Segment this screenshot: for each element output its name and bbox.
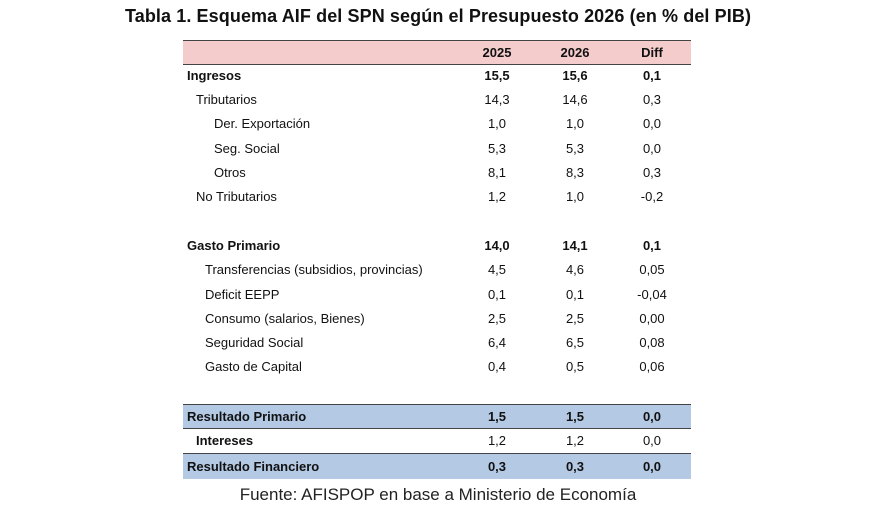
cell-2025: 2,5 [487,311,507,326]
cell-diff: 0,1 [642,238,662,253]
cell-2025: 1,5 [487,409,507,424]
row-deficit-eepp: Deficit EEPP 0,1 0,1 -0,04 [183,283,691,307]
cell-diff: -0,04 [637,287,667,302]
row-gasto-primario: Gasto Primario 14,0 14,1 0,1 [183,234,691,258]
cell-2026: 5,3 [565,141,585,156]
row-gasto-capital: Gasto de Capital 0,4 0,5 0,06 [183,355,691,379]
cell-2026: 14,1 [562,238,588,253]
row-label: Der. Exportación [214,116,311,131]
row-resultado-primario: Resultado Primario 1,5 1,5 0,0 [183,404,691,429]
cell-2026: 15,6 [562,68,588,83]
source-note: Fuente: AFISPOP en base a Ministerio de … [239,485,637,504]
cell-2025: 4,5 [487,262,507,277]
cell-2026: 4,6 [565,262,585,277]
row-resultado-financiero: Resultado Financiero 0,3 0,3 0,0 [183,453,691,479]
cell-2025: 1,0 [487,116,507,131]
cell-diff: 0,0 [642,141,662,156]
cell-2026: 1,5 [565,409,585,424]
col-header-diff: Diff [641,45,663,60]
cell-2026: 1,0 [565,116,585,131]
row-consumo: Consumo (salarios, Bienes) 2,5 2,5 0,00 [183,307,691,331]
row-label: Deficit EEPP [205,287,280,302]
row-label: Seguridad Social [205,335,304,350]
row-tributarios: Tributarios 14,3 14,6 0,3 [183,88,691,112]
row-label: Seg. Social [214,141,280,156]
cell-2026: 1,2 [565,433,585,448]
row-otros: Otros 8,1 8,3 0,3 [183,161,691,185]
table-header-row: 2025 2026 Diff [183,40,691,65]
row-label: Consumo (salarios, Bienes) [205,311,365,326]
row-seguridad-social: Seguridad Social 6,4 6,5 0,08 [183,331,691,355]
cell-2025: 8,1 [487,165,507,180]
cell-2025: 0,3 [487,459,507,474]
row-ingresos: Ingresos 15,5 15,6 0,1 [183,64,691,88]
row-label: Gasto de Capital [205,359,302,374]
row-label: Resultado Primario [187,409,307,424]
cell-2026: 2,5 [565,311,585,326]
row-label: Transferencias (subsidios, provincias) [205,262,423,277]
cell-2026: 6,5 [565,335,585,350]
row-label: No Tributarios [196,189,277,204]
cell-2025: 0,4 [487,359,507,374]
cell-2025: 14,0 [484,238,510,253]
cell-diff: 0,0 [642,433,662,448]
row-label: Ingresos [187,68,242,83]
row-der-exportacion: Der. Exportación 1,0 1,0 0,0 [183,112,691,136]
cell-2026: 8,3 [565,165,585,180]
row-label: Tributarios [196,92,257,107]
cell-2026: 14,6 [562,92,588,107]
cell-diff: 0,0 [642,116,662,131]
row-label: Intereses [196,433,254,448]
row-label: Resultado Financiero [187,459,320,474]
cell-diff: 0,08 [639,335,665,350]
row-label: Otros [214,165,246,180]
row-seg-social: Seg. Social 5,3 5,3 0,0 [183,137,691,161]
cell-2025: 0,1 [487,287,507,302]
row-no-tributarios: No Tributarios 1,2 1,0 -0,2 [183,185,691,209]
cell-diff: 0,3 [642,92,662,107]
cell-2025: 15,5 [484,68,510,83]
cell-diff: 0,3 [642,165,662,180]
table-title: Tabla 1. Esquema AIF del SPN según el Pr… [124,6,752,26]
cell-2025: 14,3 [484,92,510,107]
cell-diff: 0,06 [639,359,665,374]
col-header-2025: 2025 [482,45,512,60]
cell-2026: 1,0 [565,189,585,204]
col-header-2026: 2026 [560,45,590,60]
cell-2025: 1,2 [487,433,507,448]
cell-2026: 0,5 [565,359,585,374]
cell-2026: 0,1 [565,287,585,302]
cell-2025: 1,2 [487,189,507,204]
row-transferencias: Transferencias (subsidios, provincias) 4… [183,258,691,282]
cell-2026: 0,3 [565,459,585,474]
cell-diff: 0,0 [642,459,662,474]
cell-diff: 0,1 [642,68,662,83]
cell-diff: 0,0 [642,409,662,424]
row-label: Gasto Primario [187,238,281,253]
cell-diff: 0,00 [639,311,665,326]
cell-diff: 0,05 [639,262,665,277]
cell-diff: -0,2 [640,189,664,204]
row-intereses: Intereses 1,2 1,2 0,0 [183,429,691,453]
cell-2025: 6,4 [487,335,507,350]
cell-2025: 5,3 [487,141,507,156]
